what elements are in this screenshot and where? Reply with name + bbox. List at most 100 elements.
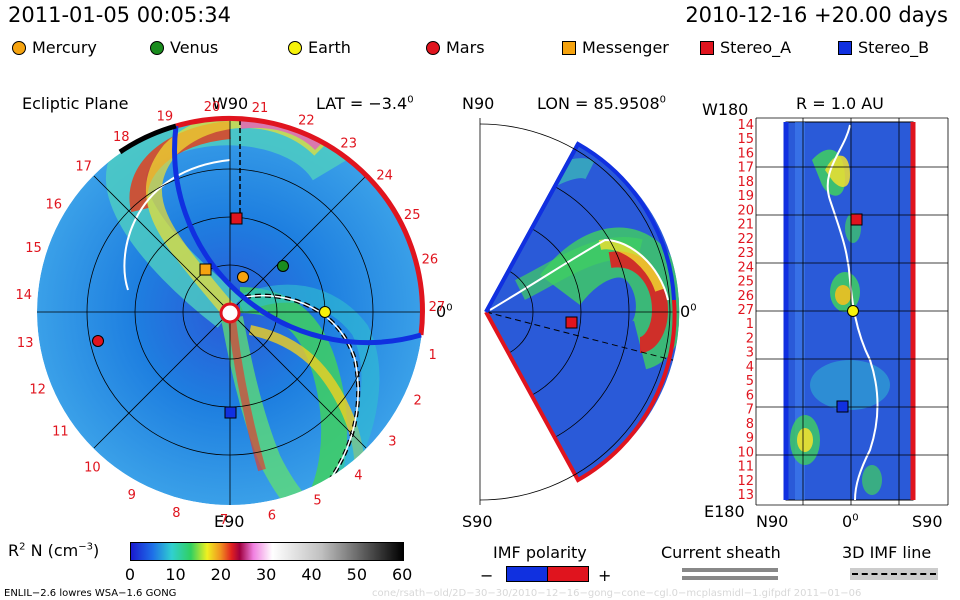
ecliptic-tick-12: 12 [29, 382, 46, 397]
meridional-blue-rim [484, 141, 676, 313]
radial-tick-11: 11 [737, 460, 754, 475]
credit-label: ENLIL−2.6 lowres WSA−1.6 GONG [4, 588, 177, 599]
radial-top-left-label: W180 [702, 100, 749, 119]
colorbar-tick-50: 50 [346, 565, 368, 584]
mercury-marker [237, 271, 249, 283]
radial-tick-23: 23 [737, 246, 754, 261]
radial-tick-16: 16 [737, 147, 754, 162]
current-sheath-label: Current sheath [661, 543, 781, 562]
radial-tick-22: 22 [737, 232, 754, 247]
radial-tick-21: 21 [737, 218, 754, 233]
earth-dot-icon [288, 40, 302, 55]
ecliptic-bottom-label: E90 [214, 512, 245, 531]
radial-tick-27: 27 [737, 303, 754, 318]
radial-tick-4: 4 [746, 360, 754, 375]
meridional-stereo-a-marker [565, 316, 578, 329]
radial-tick-3: 3 [746, 346, 754, 361]
ecliptic-tick-18: 18 [113, 130, 130, 145]
radial-tick-13: 13 [737, 488, 754, 503]
imf-positive-swatch [547, 566, 589, 582]
ecliptic-tick-20: 20 [204, 100, 221, 115]
meridional-top-label: N90 [462, 94, 495, 113]
ecliptic-tick-labels: 20 21222324252627123456789101112131415161… [16, 100, 446, 528]
ecliptic-tick-4: 4 [354, 468, 362, 483]
ecliptic-tick-17: 17 [75, 160, 92, 175]
imf-plus-label: + [598, 566, 612, 585]
venus-dot-icon [150, 40, 164, 55]
lon-label: LON = 85.95080 [537, 94, 667, 113]
colorbar-tick-40: 40 [301, 565, 322, 584]
radial-tick-19: 19 [737, 189, 754, 204]
radial-tick-1: 1 [746, 317, 754, 332]
radial-bottom-left-label: E180 [704, 502, 745, 521]
ecliptic-tick-7: 7 [220, 513, 228, 528]
ecliptic-tick-23: 23 [340, 136, 357, 151]
colorbar-tick-0: 0 [124, 565, 136, 584]
meridional-right-label: 00 [680, 302, 697, 321]
ecliptic-title: Ecliptic Plane [22, 94, 129, 113]
ecliptic-tick-6: 6 [268, 509, 276, 524]
radial-x-s90: S90 [912, 512, 943, 531]
ecliptic-tick-16: 16 [46, 197, 63, 212]
legend-mars: Mars [426, 38, 485, 57]
colorbar-label: R2 N (cm−3) [8, 541, 100, 560]
legend-messenger: Messenger [562, 38, 669, 57]
radial-tick-25: 25 [737, 275, 754, 290]
ecliptic-blue-rim [172, 125, 422, 346]
ecliptic-tick-2: 2 [413, 394, 421, 409]
colorbar [130, 542, 404, 561]
stereo-b-marker [224, 406, 237, 419]
radial-tick-9: 9 [746, 431, 754, 446]
current-sheath-line-1 [682, 568, 778, 572]
imf-line-label: 3D IMF line [842, 543, 932, 562]
radial-tick-20: 20 [737, 203, 754, 218]
mars-marker [92, 335, 104, 347]
ecliptic-red-rim [175, 115, 425, 336]
radial-tick-labels: 1415161718192021222324252627123456789101… [737, 118, 754, 503]
ecliptic-tick-26: 26 [422, 252, 439, 267]
lat-label: LAT = −3.40 [316, 94, 414, 113]
radial-x-0: 00 [842, 512, 859, 531]
radial-tick-15: 15 [737, 132, 754, 147]
ecliptic-tick-3: 3 [388, 434, 396, 449]
radial-tick-17: 17 [737, 161, 754, 176]
mercury-dot-icon [12, 40, 26, 55]
legend-earth: Earth [288, 38, 351, 57]
ecliptic-tick-21: 21 [252, 101, 269, 116]
ecliptic-tick-9: 9 [128, 488, 136, 503]
radial-tick-12: 12 [737, 474, 754, 489]
colorbar-tick-30: 30 [256, 565, 277, 584]
legend-stereo-b: Stereo_B [838, 38, 929, 57]
radial-tick-6: 6 [746, 388, 754, 403]
radius-label: R = 1.0 AU [796, 94, 884, 113]
colorbar-tick-60: 60 [392, 565, 413, 584]
radial-stereo-a-marker [850, 213, 863, 226]
ecliptic-tick-13: 13 [17, 336, 34, 351]
colorbar-tick-20: 20 [210, 565, 232, 584]
radial-tick-14: 14 [737, 118, 754, 133]
stereo-b-square-icon [838, 40, 852, 55]
imf-minus-label: − [480, 566, 494, 585]
radial-tick-8: 8 [746, 417, 754, 432]
ecliptic-tick-8: 8 [172, 506, 180, 521]
venus-marker [277, 260, 289, 272]
ecliptic-tick-15: 15 [25, 241, 42, 256]
meridional-red-rim [484, 299, 677, 483]
messenger-square-icon [562, 40, 576, 55]
mars-dot-icon [426, 40, 440, 55]
ecliptic-tick-10: 10 [84, 461, 101, 476]
legend-stereo-a: Stereo_A [700, 38, 791, 57]
ecliptic-tick-11: 11 [52, 425, 69, 440]
imf-line-dash [852, 573, 936, 575]
radial-tick-24: 24 [737, 260, 754, 275]
ecliptic-tick-27: 27 [429, 300, 446, 315]
imf-polarity-label: IMF polarity [493, 543, 587, 562]
ecliptic-tick-1: 1 [429, 348, 437, 363]
earth-marker [319, 306, 331, 318]
ecliptic-tick-19: 19 [157, 110, 174, 125]
ecliptic-tick-14: 14 [16, 288, 33, 303]
radial-earth-marker [847, 305, 859, 317]
